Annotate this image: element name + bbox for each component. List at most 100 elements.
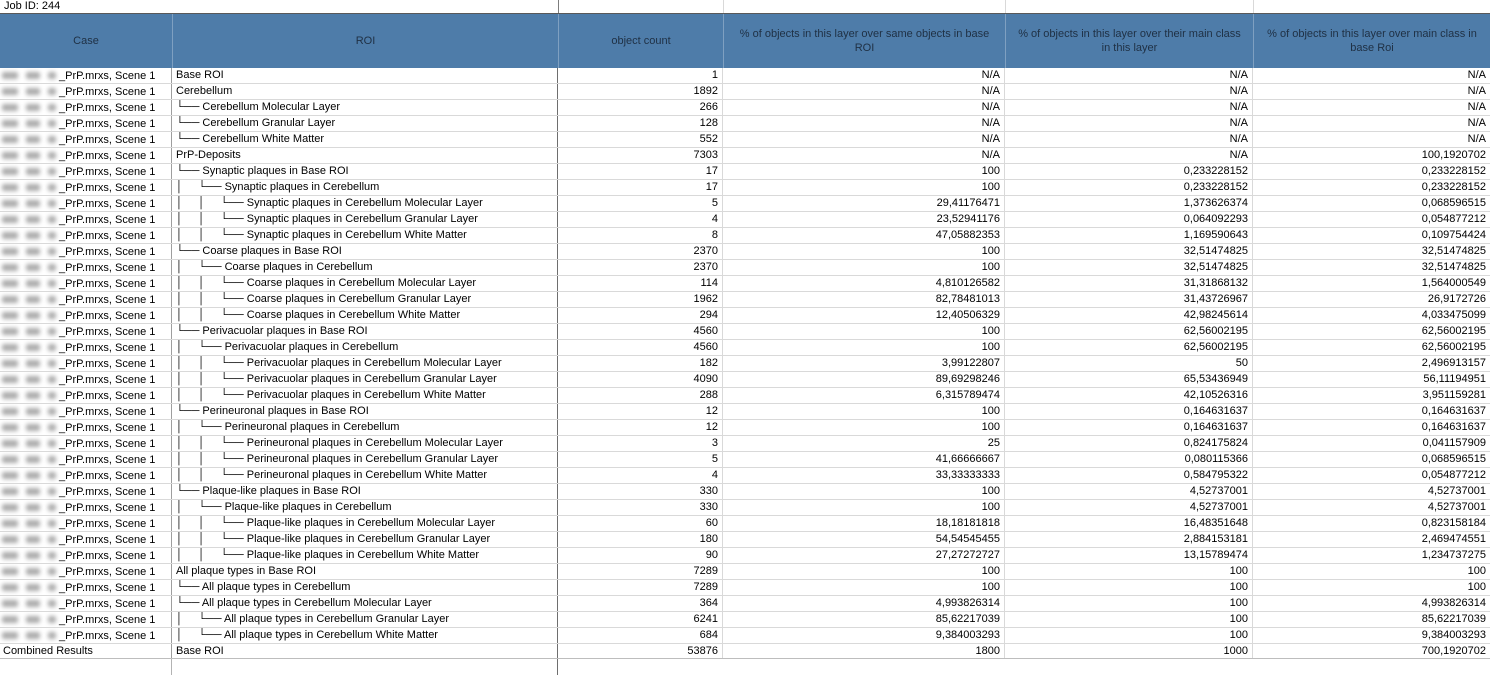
pct-same-objects-base-roi-cell[interactable]: N/A xyxy=(723,116,1005,131)
pct-main-class-this-layer-cell[interactable]: 0,233228152 xyxy=(1005,180,1253,195)
object-count-cell[interactable]: 180 xyxy=(558,532,723,547)
case-cell[interactable]: _PrP.mrxs, Scene 1 xyxy=(0,340,172,355)
object-count-cell[interactable]: 2370 xyxy=(558,260,723,275)
roi-cell[interactable]: │ └── Perineuronal plaques in Cerebellum xyxy=(172,420,558,435)
roi-cell[interactable]: Base ROI xyxy=(172,68,558,83)
pct-main-class-base-roi-cell[interactable]: N/A xyxy=(1467,117,1486,129)
pct-main-class-base-roi-cell[interactable]: 0,109754424 xyxy=(1421,229,1486,241)
pct-main-class-this-layer-cell[interactable]: 65,53436949 xyxy=(1005,372,1253,387)
roi-cell[interactable]: │ │ └── Perineuronal plaques in Cerebell… xyxy=(172,436,558,451)
roi-cell[interactable]: │ │ └── Perivacuolar plaques in Cerebell… xyxy=(172,388,558,403)
pct-same-objects-base-roi-cell[interactable]: N/A xyxy=(723,148,1005,163)
pct-same-objects-base-roi-cell[interactable]: 12,40506329 xyxy=(723,308,1005,323)
pct-main-class-this-layer-cell[interactable]: 0,584795322 xyxy=(1005,468,1253,483)
object-count-cell[interactable]: 114 xyxy=(558,276,723,291)
roi-cell[interactable]: │ │ └── Coarse plaques in Cerebellum Gra… xyxy=(172,292,558,307)
pct-same-objects-base-roi-cell[interactable]: 18,18181818 xyxy=(723,516,1005,531)
roi-cell[interactable]: └── Perivacuolar plaques in Base ROI xyxy=(172,324,558,339)
pct-main-class-base-roi-cell[interactable]: 32,51474825 xyxy=(1421,245,1486,257)
object-count-cell[interactable]: 8 xyxy=(558,228,723,243)
roi-cell[interactable]: │ │ └── Plaque-like plaques in Cerebellu… xyxy=(172,548,558,563)
pct-main-class-this-layer-cell[interactable]: 0,164631637 xyxy=(1005,404,1253,419)
pct-same-objects-base-roi-cell[interactable]: N/A xyxy=(723,84,1005,99)
pct-main-class-base-roi-cell[interactable]: 1,564000549 xyxy=(1421,277,1486,289)
pct-main-class-this-layer-cell[interactable]: 0,080115366 xyxy=(1005,452,1253,467)
pct-main-class-base-roi-cell[interactable]: 100,1920702 xyxy=(1421,149,1486,161)
object-count-cell[interactable]: 1962 xyxy=(558,292,723,307)
object-count-cell[interactable]: 684 xyxy=(558,628,723,643)
case-cell[interactable]: _PrP.mrxs, Scene 1 xyxy=(0,468,172,483)
object-count-cell[interactable]: 1 xyxy=(558,68,723,83)
case-cell[interactable]: _PrP.mrxs, Scene 1 xyxy=(0,260,172,275)
case-cell[interactable]: _PrP.mrxs, Scene 1 xyxy=(0,228,172,243)
case-cell[interactable]: _PrP.mrxs, Scene 1 xyxy=(0,612,172,627)
pct-main-class-this-layer-cell[interactable]: 0,824175824 xyxy=(1005,436,1253,451)
pct-main-class-base-roi-cell[interactable]: 4,993826314 xyxy=(1421,597,1486,609)
pct-same-objects-base-roi-cell[interactable]: 100 xyxy=(723,500,1005,515)
pct-main-class-this-layer-cell[interactable]: 0,164631637 xyxy=(1005,420,1253,435)
case-cell[interactable]: _PrP.mrxs, Scene 1 xyxy=(0,388,172,403)
roi-cell[interactable]: │ │ └── Synaptic plaques in Cerebellum M… xyxy=(172,196,558,211)
empty-cell[interactable] xyxy=(0,659,172,675)
pct-main-class-this-layer-cell[interactable]: N/A xyxy=(1005,68,1253,83)
roi-cell[interactable]: │ │ └── Plaque-like plaques in Cerebellu… xyxy=(172,532,558,547)
pct-main-class-base-roi-cell[interactable]: 0,164631637 xyxy=(1421,421,1486,433)
case-cell[interactable]: _PrP.mrxs, Scene 1 xyxy=(0,596,172,611)
case-cell[interactable]: _PrP.mrxs, Scene 1 xyxy=(0,484,172,499)
pct-main-class-base-roi-cell[interactable]: N/A xyxy=(1467,133,1486,145)
pct-same-objects-base-roi-cell[interactable]: 100 xyxy=(723,324,1005,339)
pct-same-objects-base-roi-cell[interactable]: 100 xyxy=(723,340,1005,355)
pct-main-class-base-roi-cell[interactable]: 9,384003293 xyxy=(1421,629,1486,641)
roi-cell[interactable]: │ └── Coarse plaques in Cerebellum xyxy=(172,260,558,275)
pct-same-objects-base-roi-cell[interactable]: 3,99122807 xyxy=(723,356,1005,371)
pct-main-class-this-layer-cell[interactable]: 13,15789474 xyxy=(1005,548,1253,563)
pct-main-class-base-roi-cell[interactable]: 0,054877212 xyxy=(1421,469,1486,481)
pct-main-class-base-roi-cell[interactable]: 4,033475099 xyxy=(1421,309,1486,321)
pct-main-class-base-roi-cell[interactable]: 100 xyxy=(1467,565,1486,577)
object-count-cell[interactable]: 5 xyxy=(558,196,723,211)
pct-main-class-this-layer-cell[interactable]: N/A xyxy=(1005,148,1253,163)
case-cell[interactable]: _PrP.mrxs, Scene 1 xyxy=(0,212,172,227)
case-cell[interactable]: _PrP.mrxs, Scene 1 xyxy=(0,500,172,515)
roi-cell[interactable]: │ └── All plaque types in Cerebellum Whi… xyxy=(172,628,558,643)
object-count-cell[interactable]: 5 xyxy=(558,452,723,467)
object-count-cell[interactable]: 364 xyxy=(558,596,723,611)
roi-cell[interactable]: PrP-Deposits xyxy=(172,148,558,163)
pct-main-class-base-roi-cell[interactable]: 0,054877212 xyxy=(1421,213,1486,225)
pct-main-class-this-layer-cell[interactable]: N/A xyxy=(1005,100,1253,115)
object-count-cell[interactable]: 7289 xyxy=(558,580,723,595)
case-cell[interactable]: _PrP.mrxs, Scene 1 xyxy=(0,436,172,451)
pct-main-class-this-layer-cell[interactable]: 4,52737001 xyxy=(1005,484,1253,499)
pct-main-class-base-roi-cell[interactable]: 0,068596515 xyxy=(1421,197,1486,209)
pct-same-objects-base-roi-cell[interactable]: 100 xyxy=(723,244,1005,259)
roi-cell[interactable]: └── Cerebellum Molecular Layer xyxy=(172,100,558,115)
object-count-cell[interactable]: 4560 xyxy=(558,324,723,339)
object-count-cell[interactable]: 266 xyxy=(558,100,723,115)
pct-main-class-this-layer-cell[interactable]: 0,233228152 xyxy=(1005,164,1253,179)
pct-same-objects-base-roi-cell[interactable]: 100 xyxy=(723,580,1005,595)
pct-main-class-base-roi-cell[interactable]: 32,51474825 xyxy=(1421,261,1486,273)
object-count-cell[interactable]: 90 xyxy=(558,548,723,563)
pct-main-class-base-roi-cell[interactable]: 4,52737001 xyxy=(1427,501,1486,513)
object-count-cell[interactable]: 12 xyxy=(558,404,723,419)
pct-main-class-base-roi-cell[interactable]: 26,9172726 xyxy=(1427,293,1486,305)
pct-main-class-base-roi-cell[interactable]: 700,1920702 xyxy=(1421,645,1486,657)
pct-main-class-this-layer-cell[interactable]: 100 xyxy=(1005,580,1253,595)
roi-cell[interactable]: Base ROI xyxy=(172,644,558,658)
pct-same-objects-base-roi-cell[interactable]: 9,384003293 xyxy=(723,628,1005,643)
pct-main-class-base-roi-cell[interactable]: 4,52737001 xyxy=(1427,485,1486,497)
roi-cell[interactable]: │ │ └── Perivacuolar plaques in Cerebell… xyxy=(172,356,558,371)
object-count-cell[interactable]: 4 xyxy=(558,212,723,227)
pct-main-class-this-layer-cell[interactable]: 50 xyxy=(1005,356,1253,371)
pct-same-objects-base-roi-cell[interactable]: 27,27272727 xyxy=(723,548,1005,563)
case-cell[interactable]: _PrP.mrxs, Scene 1 xyxy=(0,580,172,595)
roi-cell[interactable]: └── Cerebellum White Matter xyxy=(172,132,558,147)
case-cell[interactable]: _PrP.mrxs, Scene 1 xyxy=(0,308,172,323)
pct-same-objects-base-roi-cell[interactable]: 100 xyxy=(723,164,1005,179)
roi-cell[interactable]: │ │ └── Coarse plaques in Cerebellum Mol… xyxy=(172,276,558,291)
case-cell[interactable]: _PrP.mrxs, Scene 1 xyxy=(0,148,172,163)
object-count-cell[interactable]: 3 xyxy=(558,436,723,451)
roi-cell[interactable]: │ │ └── Perineuronal plaques in Cerebell… xyxy=(172,468,558,483)
roi-cell[interactable]: └── Coarse plaques in Base ROI xyxy=(172,244,558,259)
case-cell[interactable]: _PrP.mrxs, Scene 1 xyxy=(0,164,172,179)
